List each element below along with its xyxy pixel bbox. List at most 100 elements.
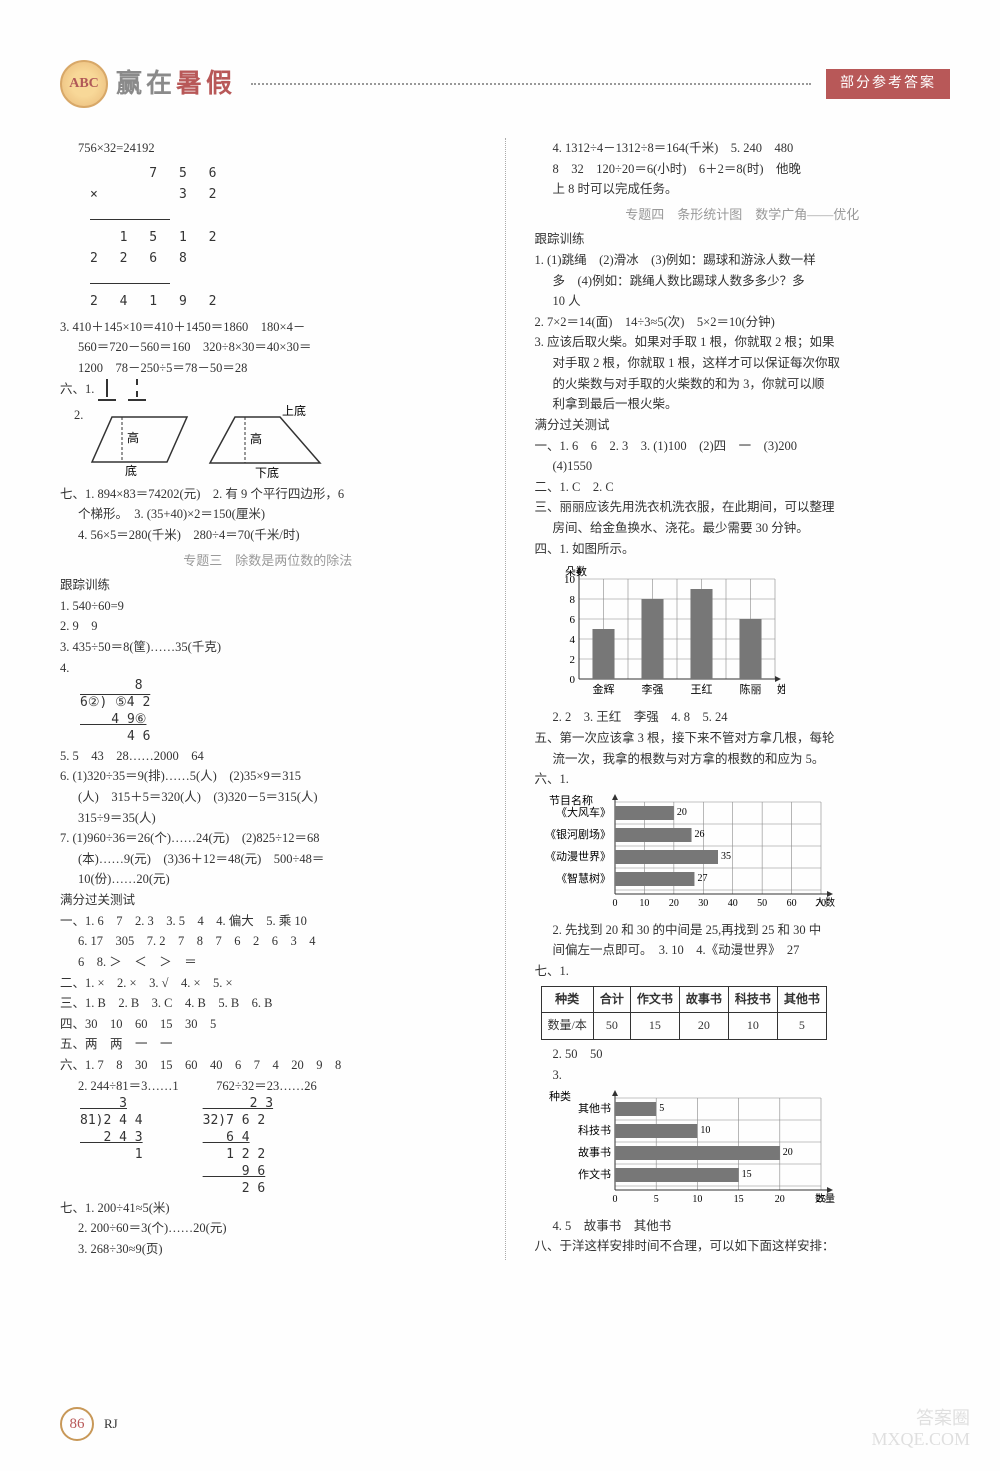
table-header: 种类 <box>541 986 593 1013</box>
para-height-label: 高 <box>127 430 139 445</box>
column-divider <box>505 138 506 1260</box>
line: 560＝720－560＝160 320÷8×30＝40×30＝ <box>60 337 476 358</box>
table-cell: 50 <box>593 1013 630 1040</box>
geometry-shapes: 2. 高 底 高 上底 下底 <box>74 405 476 480</box>
para-base-label: 底 <box>125 463 137 477</box>
svg-text:20: 20 <box>774 1194 784 1205</box>
svg-text:作文书: 作文书 <box>578 1167 611 1181</box>
line: (4)1550 <box>535 456 951 477</box>
line: (人) 315＋5＝320(人) (3)320－5＝315(人) <box>60 787 476 808</box>
trap-top-label: 上底 <box>282 405 306 418</box>
svg-text:0: 0 <box>612 1194 617 1205</box>
line: 315÷9＝35(人) <box>60 808 476 829</box>
line: 1200 78－250÷5＝78－50＝28 <box>60 358 476 379</box>
line: 二、1. × 2. × 3. √ 4. × 5. × <box>60 973 476 994</box>
line: 五、第一次应该拿 3 根，接下来不管对方拿几根，每轮 <box>535 728 951 749</box>
shape-2-label: 2. <box>74 408 83 422</box>
b: 1 <box>80 1147 143 1162</box>
svg-text:15: 15 <box>733 1194 743 1205</box>
line: 七、1. 200÷41≈5(米) <box>60 1198 476 1219</box>
d: 6②) ⑤4 2 <box>80 695 150 710</box>
mult-r2: 2 2 6 8 <box>90 251 194 266</box>
line: 2. 9 9 <box>60 616 476 637</box>
line: 3. 268÷30≈9(页) <box>60 1239 476 1260</box>
svg-text:8: 8 <box>569 594 575 606</box>
line: 个梯形。 3. (35+40)×2＝150(厘米) <box>60 504 476 525</box>
c: 9 6 <box>203 1164 266 1179</box>
svg-text:60: 60 <box>786 898 796 909</box>
svg-text:朵数: 朵数 <box>565 565 587 578</box>
tracking-label: 跟踪训练 <box>535 229 951 250</box>
svg-text:20: 20 <box>676 807 686 818</box>
line: 八、于洋这样安排时间不合理，可以如下面这样安排： <box>535 1236 951 1257</box>
a: 2 4 3 <box>80 1130 143 1145</box>
book-code: RJ <box>104 1414 118 1435</box>
svg-text:6: 6 <box>569 614 575 626</box>
line: 六、1. 7 8 30 15 60 40 6 7 4 20 9 8 <box>60 1055 476 1076</box>
perpendicular-dash-icon <box>128 379 146 401</box>
e: 2 6 <box>203 1181 266 1196</box>
trap-base-label: 下底 <box>255 465 279 480</box>
svg-text:2: 2 <box>569 654 575 666</box>
svg-text:20: 20 <box>668 898 678 909</box>
svg-text:5: 5 <box>653 1194 658 1205</box>
mult-r1: 1 5 1 2 <box>90 230 223 245</box>
svg-text:故事书: 故事书 <box>578 1145 611 1159</box>
svg-text:金辉: 金辉 <box>592 682 614 696</box>
line: 七、1. <box>535 961 951 982</box>
trap-height-label: 高 <box>250 431 262 446</box>
line: 五、两 两 一 一 <box>60 1034 476 1055</box>
d: 32)7 6 2 <box>203 1113 266 1128</box>
mult-b: × 3 2 <box>90 187 223 202</box>
line: 间偏左一点即可。 3. 10 4.《动漫世界》 27 <box>535 940 951 961</box>
a: 4 9⑥ <box>80 712 146 727</box>
workbook-title: 赢在暑假 <box>116 63 236 105</box>
mult-r3: 2 4 1 9 2 <box>90 294 223 309</box>
svg-text:0: 0 <box>569 674 575 686</box>
b: 4 6 <box>80 729 150 744</box>
table-cell: 10 <box>728 1013 777 1040</box>
svg-text:26: 26 <box>694 829 704 840</box>
page-number: 86 <box>60 1407 94 1441</box>
bar-chart-flowers: 0246810金辉李强王红陈丽朵数姓名 <box>545 563 951 703</box>
table-header: 其他书 <box>777 986 826 1013</box>
line: 6. 17 305 7. 2 7 8 7 6 2 6 3 4 <box>60 931 476 952</box>
dotted-rule <box>251 83 811 85</box>
title-pre: 赢在 <box>116 69 176 98</box>
watermark-line1: 答案圈 <box>871 1408 970 1430</box>
table-header: 合计 <box>593 986 630 1013</box>
svg-text:10: 10 <box>700 1125 710 1136</box>
table-cell: 20 <box>679 1013 728 1040</box>
mult-a: 7 5 6 <box>90 166 223 181</box>
line: 房间、给金鱼换水、浇花。最少需要 30 分钟。 <box>535 518 951 539</box>
long-division-right: 2 3 32)7 6 2 6 4 1 2 2 9 6 2 6 <box>203 1096 273 1197</box>
line: (本)……9(元) (3)36＋12＝48(元) 500÷48＝ <box>60 849 476 870</box>
svg-text:《银河剧场》: 《银河剧场》 <box>545 827 611 841</box>
six-label: 六、1. <box>60 382 94 396</box>
topic-4-title: 专题四 条形统计图 数学广角——优化 <box>535 204 951 225</box>
svg-text:0: 0 <box>612 898 617 909</box>
line: 7. (1)960÷36＝26(个)……24(元) (2)825÷12＝68 <box>60 828 476 849</box>
page: ABC 赢在暑假 部分参考答案 756×32=24192 7 5 6 × 3 2… <box>0 0 1000 1471</box>
line: 3. 410＋145×10＝410＋1450＝1860 180×4－ <box>60 317 476 338</box>
svg-text:科技书: 科技书 <box>578 1123 611 1137</box>
svg-text:李强: 李强 <box>641 682 663 696</box>
line: 10(份)……20(元) <box>60 869 476 890</box>
a: 6 4 <box>203 1130 250 1145</box>
svg-text:40: 40 <box>727 898 737 909</box>
long-division-left: 3 81)2 4 4 2 4 3 1 <box>80 1096 143 1197</box>
page-footer: 86 RJ <box>60 1407 118 1441</box>
title-accent: 暑假 <box>176 69 236 98</box>
line: 四、1. 如图所示。 <box>535 539 951 560</box>
svg-text:姓名: 姓名 <box>777 682 785 696</box>
line: 4. <box>60 658 476 679</box>
svg-text:10: 10 <box>639 898 649 909</box>
svg-text:陈丽: 陈丽 <box>739 682 761 696</box>
table-cell: 15 <box>630 1013 679 1040</box>
logo-badge: ABC <box>60 60 108 108</box>
vertical-multiplication: 7 5 6 × 3 2 1 5 1 2 2 2 6 8 2 4 1 9 2 <box>90 163 476 313</box>
trapezoid-diagram: 高 上底 下底 <box>200 405 330 480</box>
perpendicular-icon <box>98 379 116 401</box>
line: 1. 540÷60=9 <box>60 596 476 617</box>
rule <box>90 219 170 220</box>
